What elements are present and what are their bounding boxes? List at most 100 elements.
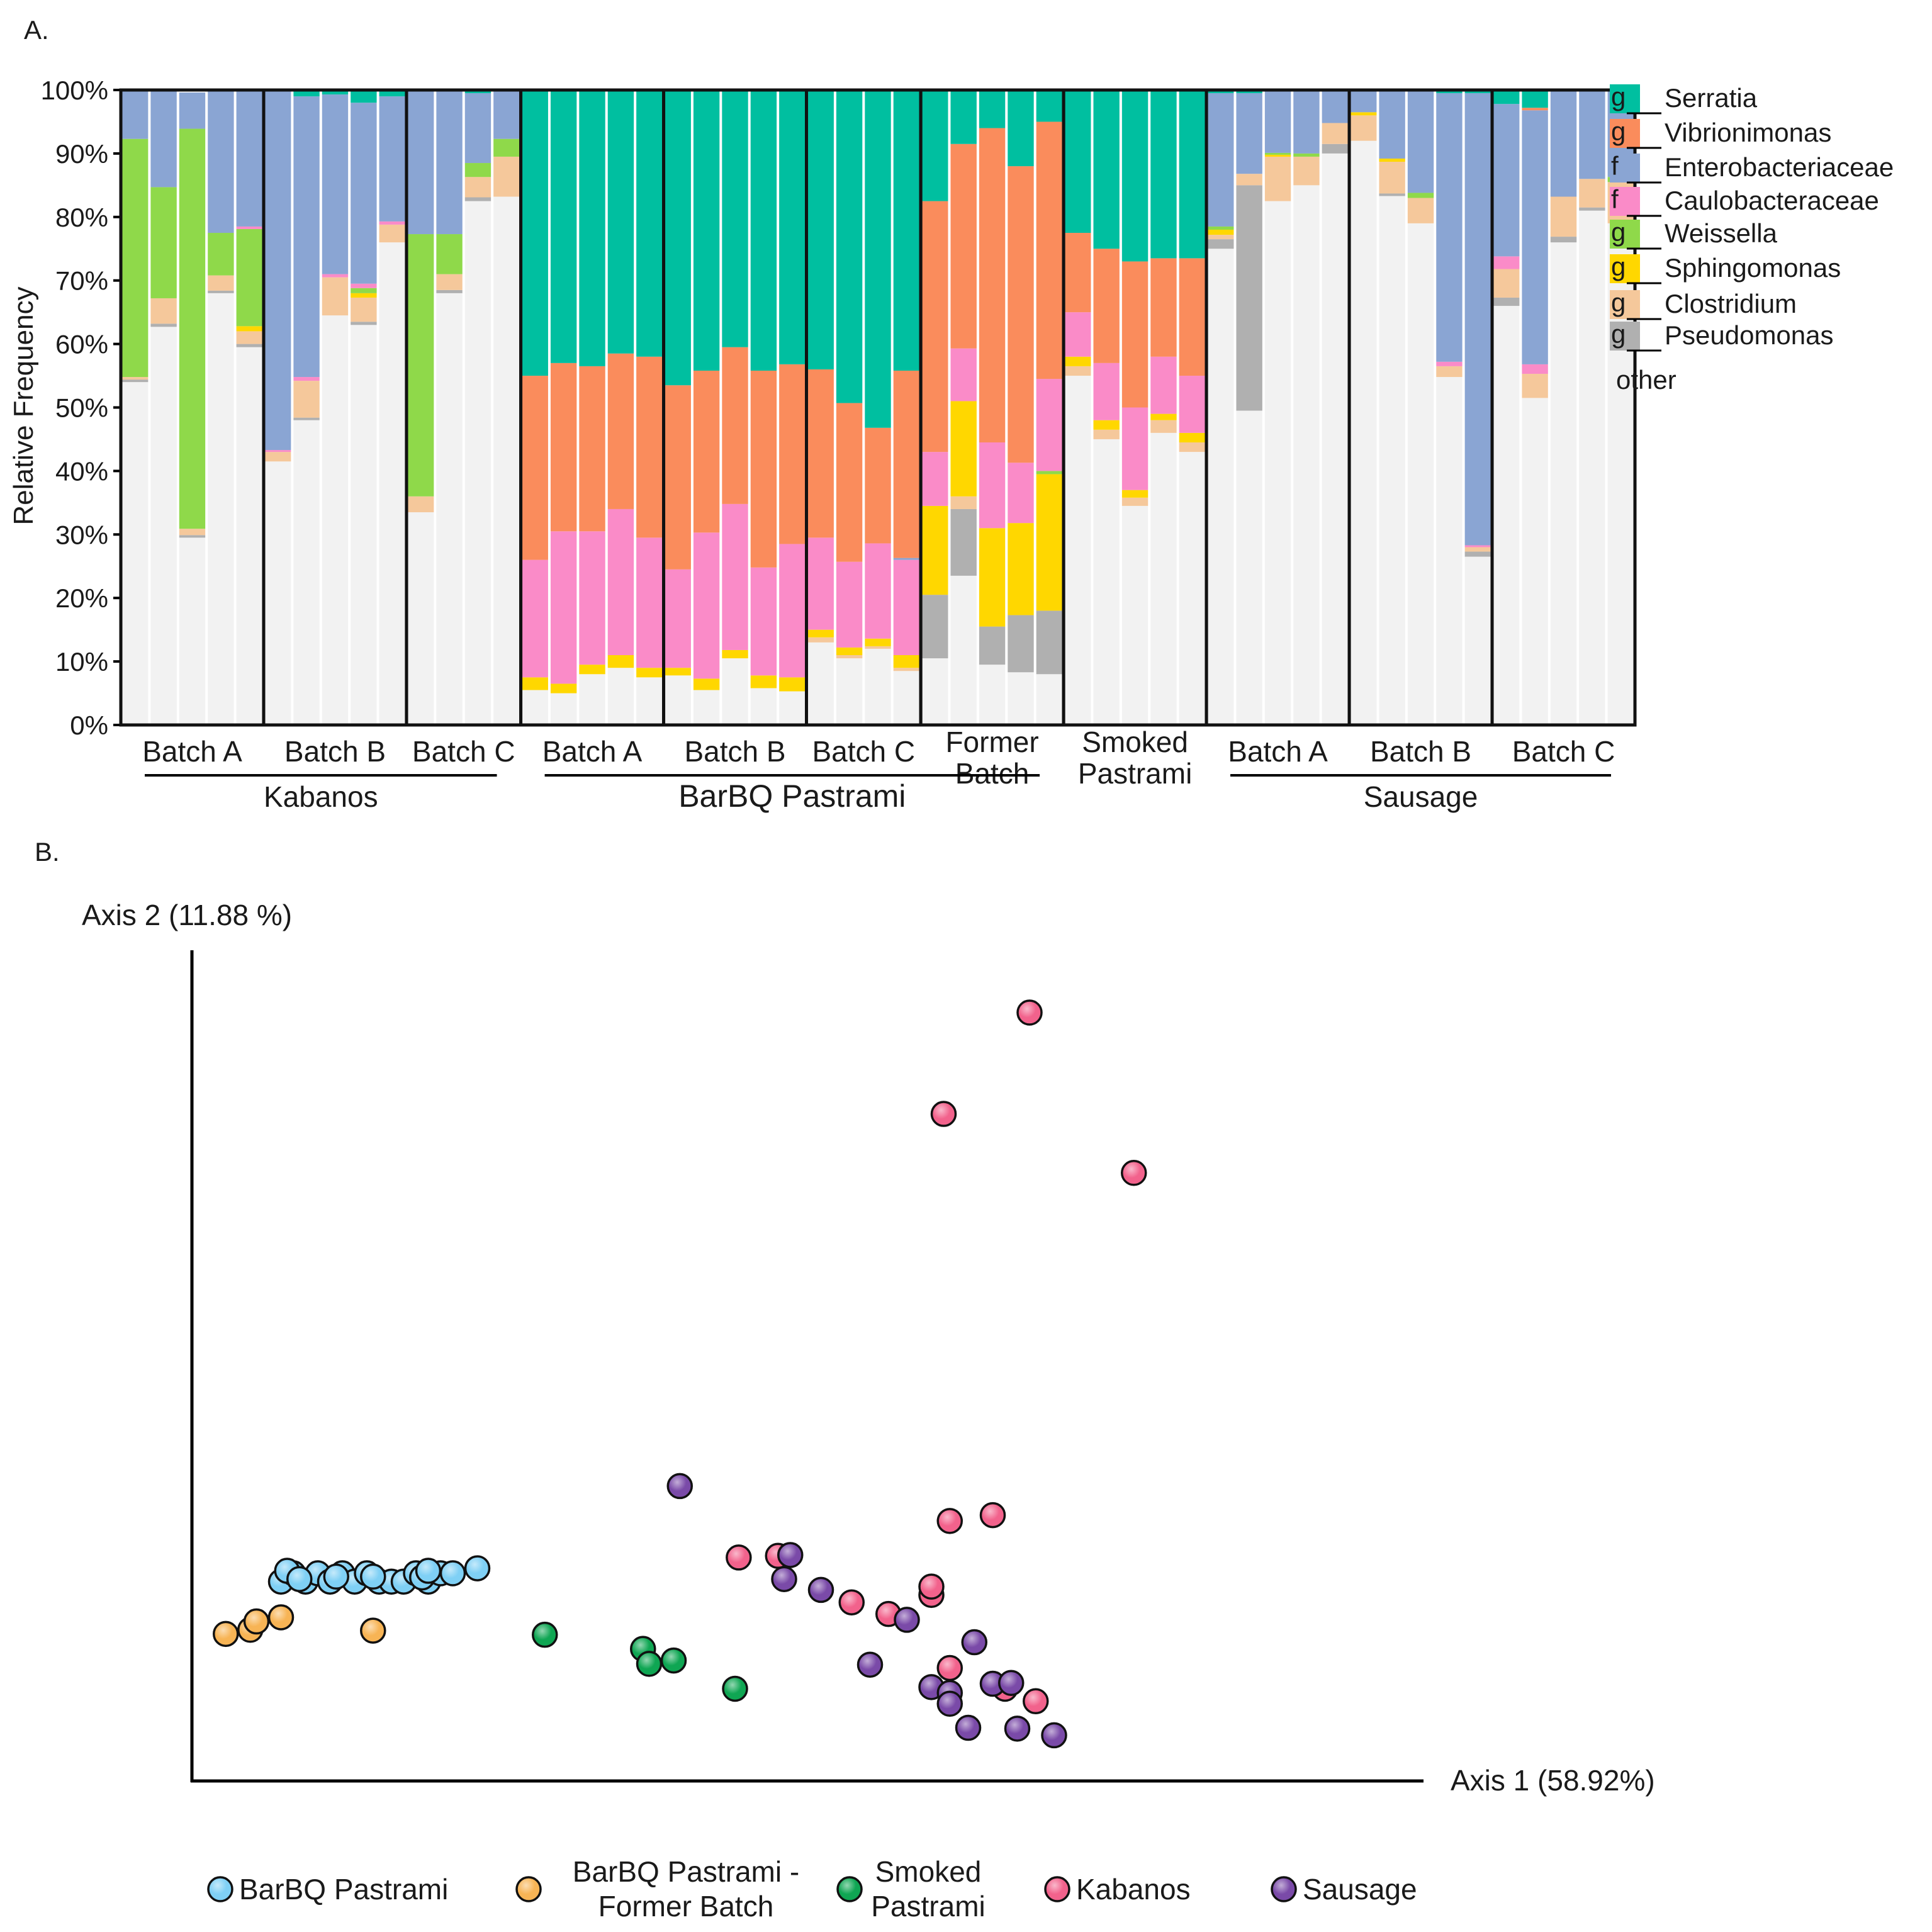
scatter-point-shine (724, 1678, 746, 1700)
bar-segment (1149, 90, 1179, 259)
legend-swatch (1610, 322, 1640, 351)
scatter-point-shine (939, 1510, 961, 1532)
bar-segment (378, 96, 407, 222)
bar-segment (549, 362, 578, 532)
bar-segment (1520, 90, 1550, 108)
scatter-point-shine (1006, 1717, 1028, 1739)
bar-segment (177, 93, 207, 129)
bar-segment (721, 90, 750, 347)
bar-segment (1092, 90, 1121, 249)
bar-chart-group-labels: Batch A Batch B Batch C Batch A Batch B Batch… (142, 726, 1615, 790)
bar-segment (1263, 90, 1293, 153)
scatter-point-shine (727, 1546, 750, 1568)
group-label: Batch B (1370, 735, 1471, 768)
bar-segment (1120, 261, 1150, 408)
scatter-point-shine (841, 1592, 863, 1614)
bar-segment (1120, 490, 1150, 498)
bar-segment (863, 543, 893, 639)
bar-chart-product-labels: Kabanos BarBQ Pastrami Sausage (145, 774, 1611, 814)
bar-segment (892, 370, 921, 558)
bar-segment (663, 668, 693, 676)
bar-segment (834, 90, 864, 403)
bar-segment (1035, 90, 1064, 122)
bar-segment (235, 347, 264, 725)
bar-segment (1578, 210, 1607, 726)
bar-segment (834, 561, 864, 648)
bar-segment (378, 224, 407, 243)
bar-segment (1463, 545, 1493, 548)
bar-segment (977, 626, 1007, 665)
bar-segment (778, 90, 807, 364)
bar-segment (1149, 420, 1179, 433)
bar-segment (1520, 108, 1550, 111)
bar-segment (463, 163, 493, 177)
bar-segment (1235, 174, 1264, 186)
bar-segment (921, 90, 950, 201)
bar-segment (1006, 672, 1036, 725)
scatter-xlabel: Axis 1 (58.92%) (1451, 1764, 1655, 1797)
bar-segment (1149, 258, 1179, 357)
bar-segment (121, 382, 150, 725)
bar-segment (378, 242, 407, 725)
bar-segment (1035, 121, 1064, 379)
group-label: Batch B (284, 735, 386, 768)
bar-segment (1263, 156, 1293, 201)
group-label: Smoked (1082, 726, 1188, 758)
bar-segment (1064, 90, 1092, 233)
bar-segment (921, 201, 950, 452)
bar-segment (349, 297, 379, 322)
scatter-point-shine (362, 1620, 384, 1642)
bar-segment (1006, 90, 1036, 167)
bar-segment (1406, 90, 1435, 193)
bar-segment (1092, 429, 1121, 439)
bar-segment (1177, 452, 1207, 725)
bar-segment (206, 233, 236, 276)
group-label: Former (945, 726, 1038, 758)
legend-label: other (1616, 365, 1676, 395)
bar-segment (320, 277, 350, 316)
bar-segment (663, 675, 693, 725)
bar-segment (463, 90, 493, 94)
bar-segment (149, 298, 179, 324)
y-tick-label: 60% (55, 330, 108, 359)
legend-prefix: g (1611, 116, 1626, 146)
panel-b-label: B. (35, 837, 60, 867)
legend-swatch (1610, 119, 1640, 148)
scatter-point-shine (779, 1544, 801, 1566)
bar-segment (606, 655, 636, 668)
bar-segment (549, 90, 578, 363)
scatter-point-shine (325, 1566, 347, 1588)
legend-label: Caulobacteraceae (1665, 186, 1879, 215)
bar-segment (606, 668, 636, 725)
bar-segment (606, 90, 636, 354)
y-tick-label: 80% (55, 203, 108, 232)
bar-segment (1064, 312, 1092, 357)
bar-segment (892, 655, 921, 668)
bar-segment (721, 649, 750, 659)
bar-segment (806, 642, 836, 725)
bar-segment (1006, 463, 1036, 524)
legend-label: Sausage (1303, 1873, 1417, 1906)
legend-prefix: f (1611, 184, 1619, 214)
bar-chart-frames (119, 88, 1637, 727)
bar-segment (1064, 356, 1092, 366)
bar-segment (1492, 297, 1521, 306)
bar-segment (349, 293, 379, 298)
bar-segment (435, 90, 464, 235)
bar-segment (435, 274, 464, 290)
bar-segment (1406, 223, 1435, 725)
legend-label: Former Batch (598, 1890, 774, 1923)
bar-segment (1292, 156, 1322, 186)
group-label: Batch A (1228, 735, 1328, 768)
bar-segment (1177, 90, 1207, 259)
bar-segment (635, 356, 665, 538)
bar-segment (1035, 379, 1064, 471)
bar-segment (1492, 256, 1521, 269)
legend-marker-shine (839, 1879, 860, 1900)
bar-segment (177, 537, 207, 725)
bar-segment (149, 90, 179, 188)
bar-segment (520, 376, 550, 560)
bar-segment (1035, 474, 1064, 611)
scatter-point-shine (270, 1606, 292, 1628)
scatter-point-shine (896, 1609, 918, 1631)
